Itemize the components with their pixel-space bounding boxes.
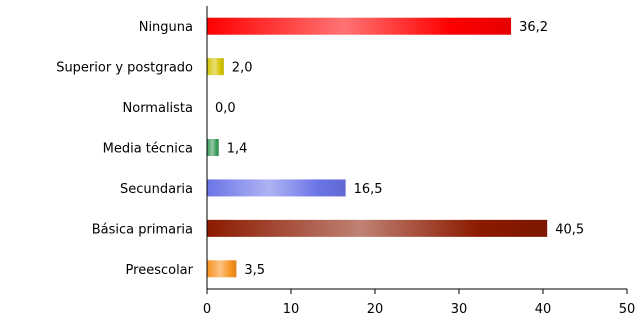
value-label: 0,0 bbox=[215, 101, 236, 116]
bar-secundaria bbox=[207, 179, 346, 197]
value-label: 40,5 bbox=[555, 222, 584, 237]
bar-ninguna bbox=[207, 17, 512, 35]
bar-preescolar bbox=[207, 260, 237, 278]
x-tick-label: 10 bbox=[283, 302, 300, 317]
bar-b-sica-primaria bbox=[207, 219, 548, 237]
category-label: Superior y postgrado bbox=[56, 61, 193, 76]
labels-layer: Ninguna 36,2 Superior y postgrado 2,0 Normal… bbox=[56, 20, 584, 278]
category-label: Normalista bbox=[123, 101, 193, 116]
x-tick-label: 20 bbox=[367, 302, 384, 317]
bars-layer bbox=[207, 17, 548, 278]
x-tick-label: 40 bbox=[535, 302, 552, 317]
category-label: Preescolar bbox=[126, 263, 194, 278]
value-label: 16,5 bbox=[354, 182, 383, 197]
bar-superior-y-postgrado bbox=[207, 58, 224, 76]
x-tick-label: 0 bbox=[203, 302, 211, 317]
value-label: 36,2 bbox=[519, 20, 548, 35]
x-tick-label: 50 bbox=[619, 302, 636, 317]
category-label: Ninguna bbox=[139, 20, 193, 35]
bar-media-t-cnica bbox=[207, 139, 219, 156]
x-tick-label: 30 bbox=[451, 302, 468, 317]
value-label: 1,4 bbox=[227, 142, 248, 157]
value-label: 3,5 bbox=[244, 263, 265, 278]
value-label: 2,0 bbox=[232, 61, 253, 76]
x-axis: 0 10 20 30 40 50 bbox=[203, 6, 635, 317]
category-label: Básica primaria bbox=[92, 222, 193, 237]
category-label: Secundaria bbox=[120, 182, 193, 197]
category-label: Media técnica bbox=[103, 142, 193, 157]
